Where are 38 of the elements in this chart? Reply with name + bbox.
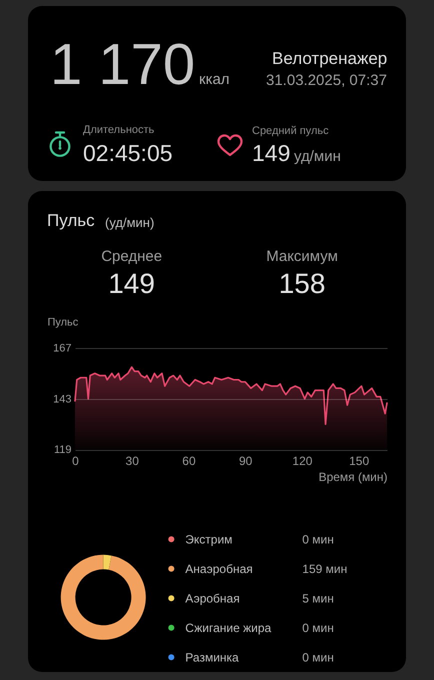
- text: 0 мин: [302, 620, 334, 635]
- data-label: 159 мин: [302, 562, 348, 576]
- text: Средний пульс: [252, 124, 329, 137]
- x-tick-label: 150: [349, 454, 370, 468]
- text: ккал: [199, 70, 230, 88]
- text: 0 мин: [302, 532, 334, 546]
- text: 149: [108, 268, 155, 300]
- text: 02:45:05: [83, 140, 173, 166]
- data-label: 5 мин: [302, 591, 334, 606]
- donut-slice: [60, 554, 146, 640]
- legend-label: Анаэробная: [185, 562, 253, 576]
- donut-slice: [103, 554, 112, 570]
- legend-label: Экстрим: [185, 532, 232, 546]
- text: 1 170: [50, 32, 196, 97]
- text: Максимум: [266, 248, 338, 265]
- x-tick-label: 60: [182, 454, 196, 468]
- chart-subtitle: (уд/мин): [105, 215, 154, 230]
- x-tick-label: 90: [239, 454, 253, 468]
- legend-label: Разминка: [185, 650, 240, 664]
- text: Длительность: [83, 124, 154, 136]
- y-axis-title: Пульс: [48, 316, 79, 328]
- text: 31.03.2025, 07:37: [266, 72, 387, 90]
- y-tick-label: 143: [53, 392, 72, 405]
- legend-label: Сжигание жира: [185, 620, 272, 635]
- text: уд/мин: [294, 148, 341, 165]
- text: 158: [278, 268, 326, 300]
- text: Среднее: [101, 248, 162, 265]
- chart-title: Пульс: [47, 211, 95, 230]
- text: 149: [252, 140, 290, 166]
- legend-label: Аэробная: [185, 591, 240, 606]
- text: Велотренажер: [272, 49, 388, 68]
- x-tick-label: 0: [72, 454, 80, 468]
- y-tick-label: 119: [54, 444, 72, 456]
- text: 0 мин: [302, 650, 334, 664]
- x-tick-label: 30: [126, 454, 140, 468]
- x-tick-label: 120: [292, 454, 313, 468]
- x-axis-title: Время (мин): [318, 470, 388, 484]
- y-tick-label: 167: [53, 342, 72, 354]
